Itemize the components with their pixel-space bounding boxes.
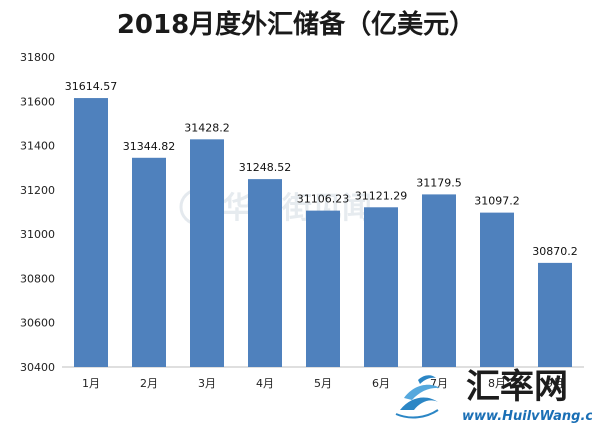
huilv-logo: 汇率网 www.HuilvWang.com: [395, 367, 592, 424]
x-tick-label: 1月: [82, 377, 100, 390]
y-tick-label: 31600: [20, 95, 55, 108]
bar: [538, 262, 572, 367]
x-tick-label: 8月: [488, 377, 506, 390]
y-tick-label: 30600: [20, 317, 55, 330]
x-tick-label: 6月: [372, 377, 390, 390]
bar: [364, 207, 398, 367]
data-label: 31428.2: [184, 121, 230, 134]
data-label: 31344.82: [123, 140, 176, 153]
x-tick-label: 3月: [198, 377, 216, 390]
logo-name: 汇率网: [466, 367, 568, 407]
bar: [190, 139, 224, 367]
y-axis: 30400 30600 30800 31000 31200 31400 31600 31800: [20, 51, 55, 374]
data-label: 30870.2: [532, 245, 578, 258]
x-tick-label: 5月: [314, 377, 332, 390]
data-label: 31248.52: [239, 161, 292, 174]
data-label: 31179.5: [416, 176, 462, 189]
x-tick-label: 9月: [546, 377, 564, 390]
data-label: 31106.23: [297, 193, 350, 206]
chart-title: 2018月度外汇储备（亿美元）: [117, 9, 475, 40]
logo-bird-icon: [395, 375, 440, 419]
y-tick-label: 31000: [20, 228, 55, 241]
x-tick-label: 4月: [256, 377, 274, 390]
y-tick-label: 30800: [20, 272, 55, 285]
bar: [248, 179, 282, 367]
bars-group: [74, 98, 572, 367]
data-labels-group: 31614.57 31344.82 31428.2 31248.52 31106.23 3…: [65, 80, 578, 258]
y-tick-label: 31200: [20, 184, 55, 197]
logo-url: www.HuilvWang.com: [462, 409, 592, 424]
y-tick-label: 31400: [20, 140, 55, 153]
bar: [306, 210, 340, 367]
x-axis: 1月 2月 3月 4月 5月 6月 7月 8月 9月: [82, 377, 564, 390]
data-label: 31121.29: [355, 189, 408, 202]
data-label: 31097.2: [474, 195, 520, 208]
data-label: 31614.57: [65, 80, 118, 93]
x-tick-label: 2月: [140, 377, 158, 390]
bar: [74, 98, 108, 367]
bar: [480, 212, 514, 367]
watermark-text: 华尔街见闻: [222, 191, 372, 226]
bar: [132, 157, 166, 367]
bar: [422, 194, 456, 367]
y-tick-label: 30400: [20, 361, 55, 374]
y-tick-label: 31800: [20, 51, 55, 64]
